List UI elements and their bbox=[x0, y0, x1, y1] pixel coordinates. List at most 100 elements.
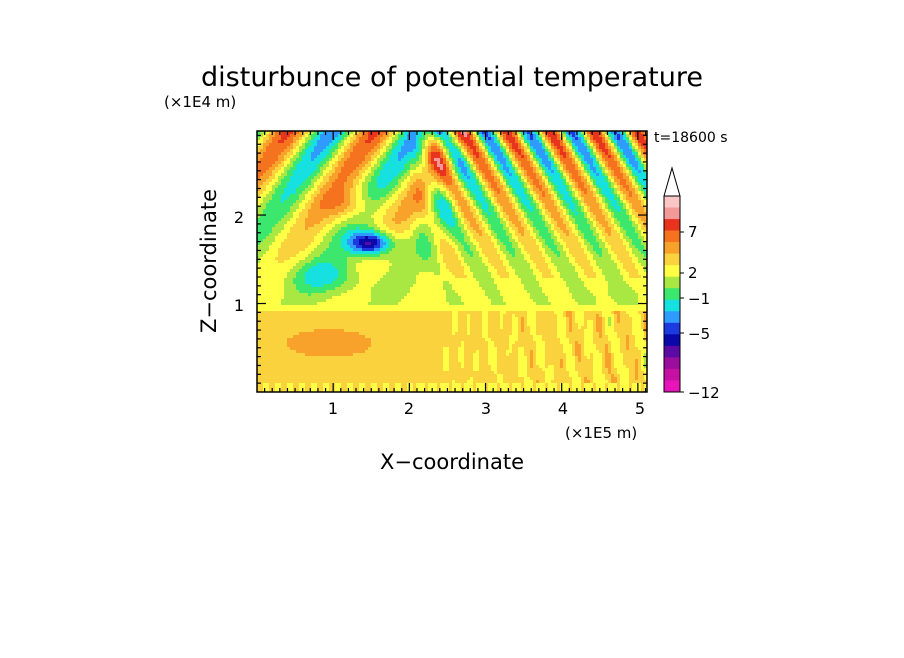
field-cell bbox=[302, 191, 306, 195]
field-cell bbox=[395, 161, 399, 165]
field-cell bbox=[284, 152, 288, 156]
field-cell bbox=[617, 149, 621, 153]
field-cell bbox=[470, 158, 474, 162]
field-cell bbox=[545, 242, 549, 246]
field-cell bbox=[272, 155, 276, 159]
field-cell bbox=[278, 206, 282, 210]
field-cell bbox=[572, 137, 576, 141]
field-cell bbox=[470, 191, 474, 195]
field-cell bbox=[629, 221, 633, 225]
field-cell bbox=[500, 215, 504, 219]
field-cell bbox=[635, 203, 639, 207]
field-cell bbox=[371, 245, 375, 249]
field-cell bbox=[599, 179, 603, 183]
field-cell bbox=[341, 215, 345, 219]
field-cell bbox=[425, 131, 429, 135]
field-cell bbox=[347, 170, 351, 174]
field-cell bbox=[629, 233, 633, 237]
field-cell bbox=[374, 212, 378, 216]
field-cell bbox=[602, 212, 606, 216]
field-cell bbox=[560, 188, 564, 192]
field-cell bbox=[554, 191, 558, 195]
field-cell bbox=[383, 209, 387, 213]
field-cell bbox=[563, 206, 567, 210]
field-cell bbox=[596, 206, 600, 210]
field-cell bbox=[377, 185, 381, 189]
field-cell bbox=[551, 242, 555, 246]
field-cell bbox=[413, 179, 417, 183]
field-cell bbox=[443, 176, 447, 180]
field-cell bbox=[500, 227, 504, 231]
field-cell bbox=[386, 143, 390, 147]
field-cell bbox=[569, 134, 573, 138]
field-cell bbox=[566, 149, 570, 153]
field-cell bbox=[398, 206, 402, 210]
field-cell bbox=[512, 185, 516, 189]
field-cell bbox=[302, 149, 306, 153]
field-cell bbox=[551, 134, 555, 138]
field-cell bbox=[608, 209, 612, 213]
field-cell bbox=[281, 188, 285, 192]
field-cell bbox=[443, 161, 447, 165]
field-cell bbox=[581, 149, 585, 153]
field-cell bbox=[599, 218, 603, 222]
field-cell bbox=[536, 203, 540, 207]
field-cell bbox=[539, 176, 543, 180]
field-cell bbox=[398, 137, 402, 141]
field-cell bbox=[356, 140, 360, 144]
field-cell bbox=[275, 221, 279, 225]
field-cell bbox=[581, 230, 585, 234]
field-cell bbox=[458, 152, 462, 156]
field-cell bbox=[545, 227, 549, 231]
field-cell bbox=[335, 239, 339, 243]
field-cell bbox=[629, 224, 633, 228]
field-cell bbox=[479, 167, 483, 171]
field-cell bbox=[527, 203, 531, 207]
field-cell bbox=[314, 194, 318, 198]
field-cell bbox=[644, 146, 647, 150]
field-cell bbox=[584, 179, 588, 183]
field-cell bbox=[554, 161, 558, 165]
field-cell bbox=[509, 224, 513, 228]
field-cell bbox=[419, 134, 423, 138]
field-cell bbox=[422, 137, 426, 141]
field-cell bbox=[620, 230, 624, 234]
field-cell bbox=[494, 146, 498, 150]
field-cell bbox=[275, 170, 279, 174]
field-cell bbox=[611, 200, 615, 204]
field-cell bbox=[383, 194, 387, 198]
field-cell bbox=[635, 206, 639, 210]
field-cell bbox=[476, 155, 480, 159]
field-cell bbox=[335, 170, 339, 174]
field-cell bbox=[515, 215, 519, 219]
field-cell bbox=[482, 233, 486, 237]
field-cell bbox=[425, 167, 429, 171]
field-cell bbox=[323, 131, 327, 135]
field-cell bbox=[446, 146, 450, 150]
field-cell bbox=[467, 161, 471, 165]
field-cell bbox=[392, 140, 396, 144]
field-cell bbox=[515, 227, 519, 231]
field-cell bbox=[482, 191, 486, 195]
field-cell bbox=[551, 152, 555, 156]
field-cell bbox=[335, 164, 339, 168]
field-cell bbox=[392, 212, 396, 216]
field-cell bbox=[404, 194, 408, 198]
field-cell bbox=[377, 227, 381, 231]
field-cell bbox=[401, 149, 405, 153]
field-cell bbox=[401, 218, 405, 222]
field-cell bbox=[572, 176, 576, 180]
field-cell bbox=[512, 158, 516, 162]
field-cell bbox=[356, 173, 360, 177]
field-cell bbox=[287, 167, 291, 171]
field-cell bbox=[320, 200, 324, 204]
field-cell bbox=[347, 230, 351, 234]
field-cell bbox=[422, 194, 426, 198]
field-cell bbox=[365, 212, 369, 216]
field-cell bbox=[365, 203, 369, 207]
field-cell bbox=[311, 197, 315, 201]
field-cell bbox=[347, 173, 351, 177]
field-cell bbox=[449, 215, 453, 219]
field-cell bbox=[335, 137, 339, 141]
field-cell bbox=[305, 233, 309, 237]
